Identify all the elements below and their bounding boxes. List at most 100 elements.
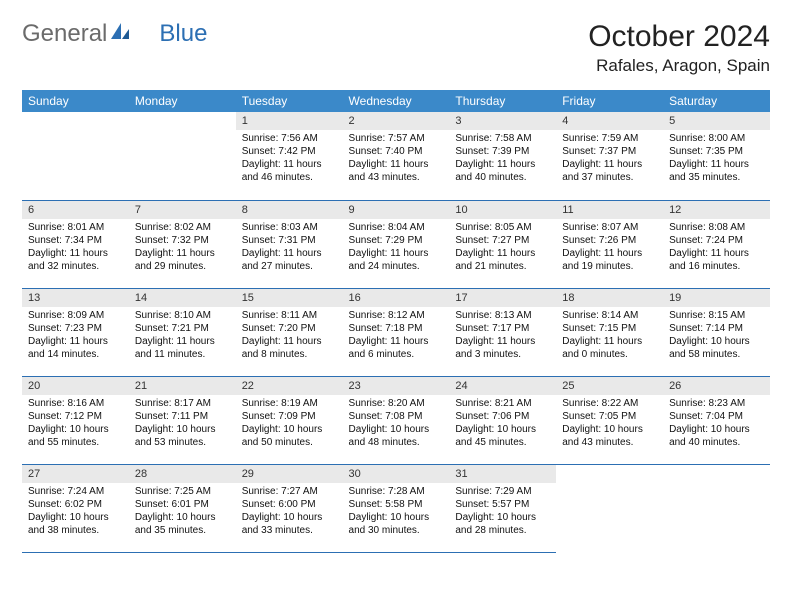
calendar-day: 23Sunrise: 8:20 AMSunset: 7:08 PMDayligh… xyxy=(343,376,450,464)
sunrise-text: Sunrise: 8:03 AM xyxy=(242,221,337,234)
sunrise-text: Sunrise: 8:22 AM xyxy=(562,397,657,410)
sunset-text: Sunset: 7:12 PM xyxy=(28,410,123,423)
daylight-text: Daylight: 10 hours xyxy=(669,423,764,436)
daylight-text: Daylight: 10 hours xyxy=(349,511,444,524)
daylight-text: Daylight: 11 hours xyxy=(669,247,764,260)
sunset-text: Sunset: 7:35 PM xyxy=(669,145,764,158)
day-body: Sunrise: 8:04 AMSunset: 7:29 PMDaylight:… xyxy=(343,219,450,277)
day-number: 10 xyxy=(449,201,556,219)
calendar-day: 4Sunrise: 7:59 AMSunset: 7:37 PMDaylight… xyxy=(556,112,663,200)
daylight-text: and 21 minutes. xyxy=(455,260,550,273)
day-number: 1 xyxy=(236,112,343,130)
day-body: Sunrise: 8:10 AMSunset: 7:21 PMDaylight:… xyxy=(129,307,236,365)
calendar-day: 10Sunrise: 8:05 AMSunset: 7:27 PMDayligh… xyxy=(449,200,556,288)
calendar-row: 1Sunrise: 7:56 AMSunset: 7:42 PMDaylight… xyxy=(22,112,770,200)
day-body: Sunrise: 8:20 AMSunset: 7:08 PMDaylight:… xyxy=(343,395,450,453)
sunset-text: Sunset: 6:00 PM xyxy=(242,498,337,511)
day-number: 19 xyxy=(663,289,770,307)
logo-sail-icon xyxy=(109,20,131,48)
daylight-text: Daylight: 11 hours xyxy=(28,335,123,348)
sunrise-text: Sunrise: 7:24 AM xyxy=(28,485,123,498)
weekday-header: Monday xyxy=(129,90,236,112)
sunrise-text: Sunrise: 8:00 AM xyxy=(669,132,764,145)
day-body: Sunrise: 7:27 AMSunset: 6:00 PMDaylight:… xyxy=(236,483,343,541)
day-number: 22 xyxy=(236,377,343,395)
header: General Blue October 2024 Rafales, Arago… xyxy=(22,20,770,76)
sunrise-text: Sunrise: 8:15 AM xyxy=(669,309,764,322)
sunrise-text: Sunrise: 8:12 AM xyxy=(349,309,444,322)
day-body: Sunrise: 8:19 AMSunset: 7:09 PMDaylight:… xyxy=(236,395,343,453)
daylight-text: Daylight: 11 hours xyxy=(562,335,657,348)
calendar-row: 27Sunrise: 7:24 AMSunset: 6:02 PMDayligh… xyxy=(22,464,770,552)
weekday-header: Wednesday xyxy=(343,90,450,112)
day-number: 23 xyxy=(343,377,450,395)
day-number: 4 xyxy=(556,112,663,130)
title-block: October 2024 Rafales, Aragon, Spain xyxy=(588,20,770,76)
daylight-text: Daylight: 11 hours xyxy=(242,335,337,348)
calendar-day: 2Sunrise: 7:57 AMSunset: 7:40 PMDaylight… xyxy=(343,112,450,200)
sunset-text: Sunset: 7:21 PM xyxy=(135,322,230,335)
calendar-day: 29Sunrise: 7:27 AMSunset: 6:00 PMDayligh… xyxy=(236,464,343,552)
daylight-text: and 6 minutes. xyxy=(349,348,444,361)
day-body: Sunrise: 8:09 AMSunset: 7:23 PMDaylight:… xyxy=(22,307,129,365)
daylight-text: and 40 minutes. xyxy=(455,171,550,184)
sunset-text: Sunset: 7:26 PM xyxy=(562,234,657,247)
daylight-text: Daylight: 11 hours xyxy=(349,247,444,260)
calendar-day: 6Sunrise: 8:01 AMSunset: 7:34 PMDaylight… xyxy=(22,200,129,288)
calendar-day: 1Sunrise: 7:56 AMSunset: 7:42 PMDaylight… xyxy=(236,112,343,200)
sunrise-text: Sunrise: 7:25 AM xyxy=(135,485,230,498)
daylight-text: and 19 minutes. xyxy=(562,260,657,273)
sunset-text: Sunset: 7:27 PM xyxy=(455,234,550,247)
sunrise-text: Sunrise: 8:20 AM xyxy=(349,397,444,410)
daylight-text: Daylight: 11 hours xyxy=(242,158,337,171)
sunrise-text: Sunrise: 8:09 AM xyxy=(28,309,123,322)
sunrise-text: Sunrise: 8:11 AM xyxy=(242,309,337,322)
sunset-text: Sunset: 5:58 PM xyxy=(349,498,444,511)
sunset-text: Sunset: 7:06 PM xyxy=(455,410,550,423)
daylight-text: and 58 minutes. xyxy=(669,348,764,361)
daylight-text: Daylight: 11 hours xyxy=(349,335,444,348)
weekday-header: Saturday xyxy=(663,90,770,112)
daylight-text: and 48 minutes. xyxy=(349,436,444,449)
day-body: Sunrise: 8:23 AMSunset: 7:04 PMDaylight:… xyxy=(663,395,770,453)
calendar-day: 26Sunrise: 8:23 AMSunset: 7:04 PMDayligh… xyxy=(663,376,770,464)
day-body: Sunrise: 8:21 AMSunset: 7:06 PMDaylight:… xyxy=(449,395,556,453)
weekday-header-row: SundayMondayTuesdayWednesdayThursdayFrid… xyxy=(22,90,770,112)
calendar-day: 14Sunrise: 8:10 AMSunset: 7:21 PMDayligh… xyxy=(129,288,236,376)
sunrise-text: Sunrise: 8:23 AM xyxy=(669,397,764,410)
sunrise-text: Sunrise: 8:14 AM xyxy=(562,309,657,322)
day-body: Sunrise: 8:17 AMSunset: 7:11 PMDaylight:… xyxy=(129,395,236,453)
sunset-text: Sunset: 6:02 PM xyxy=(28,498,123,511)
sunset-text: Sunset: 7:23 PM xyxy=(28,322,123,335)
day-number: 21 xyxy=(129,377,236,395)
daylight-text: and 32 minutes. xyxy=(28,260,123,273)
day-number: 17 xyxy=(449,289,556,307)
calendar-day: 24Sunrise: 8:21 AMSunset: 7:06 PMDayligh… xyxy=(449,376,556,464)
day-body: Sunrise: 8:05 AMSunset: 7:27 PMDaylight:… xyxy=(449,219,556,277)
sunrise-text: Sunrise: 8:21 AM xyxy=(455,397,550,410)
sunset-text: Sunset: 7:18 PM xyxy=(349,322,444,335)
daylight-text: Daylight: 11 hours xyxy=(135,335,230,348)
daylight-text: and 28 minutes. xyxy=(455,524,550,537)
sunset-text: Sunset: 7:39 PM xyxy=(455,145,550,158)
daylight-text: Daylight: 11 hours xyxy=(349,158,444,171)
sunrise-text: Sunrise: 8:02 AM xyxy=(135,221,230,234)
sunrise-text: Sunrise: 8:01 AM xyxy=(28,221,123,234)
sunset-text: Sunset: 7:42 PM xyxy=(242,145,337,158)
sunset-text: Sunset: 7:14 PM xyxy=(669,322,764,335)
day-body: Sunrise: 7:25 AMSunset: 6:01 PMDaylight:… xyxy=(129,483,236,541)
daylight-text: and 43 minutes. xyxy=(349,171,444,184)
daylight-text: and 8 minutes. xyxy=(242,348,337,361)
calendar-day-empty xyxy=(556,464,663,552)
daylight-text: and 3 minutes. xyxy=(455,348,550,361)
calendar-day: 19Sunrise: 8:15 AMSunset: 7:14 PMDayligh… xyxy=(663,288,770,376)
daylight-text: Daylight: 10 hours xyxy=(455,423,550,436)
day-body: Sunrise: 7:58 AMSunset: 7:39 PMDaylight:… xyxy=(449,130,556,188)
daylight-text: Daylight: 11 hours xyxy=(562,158,657,171)
weekday-header: Friday xyxy=(556,90,663,112)
daylight-text: Daylight: 11 hours xyxy=(455,335,550,348)
sunrise-text: Sunrise: 8:04 AM xyxy=(349,221,444,234)
sunrise-text: Sunrise: 7:57 AM xyxy=(349,132,444,145)
daylight-text: Daylight: 11 hours xyxy=(669,158,764,171)
calendar-day: 12Sunrise: 8:08 AMSunset: 7:24 PMDayligh… xyxy=(663,200,770,288)
